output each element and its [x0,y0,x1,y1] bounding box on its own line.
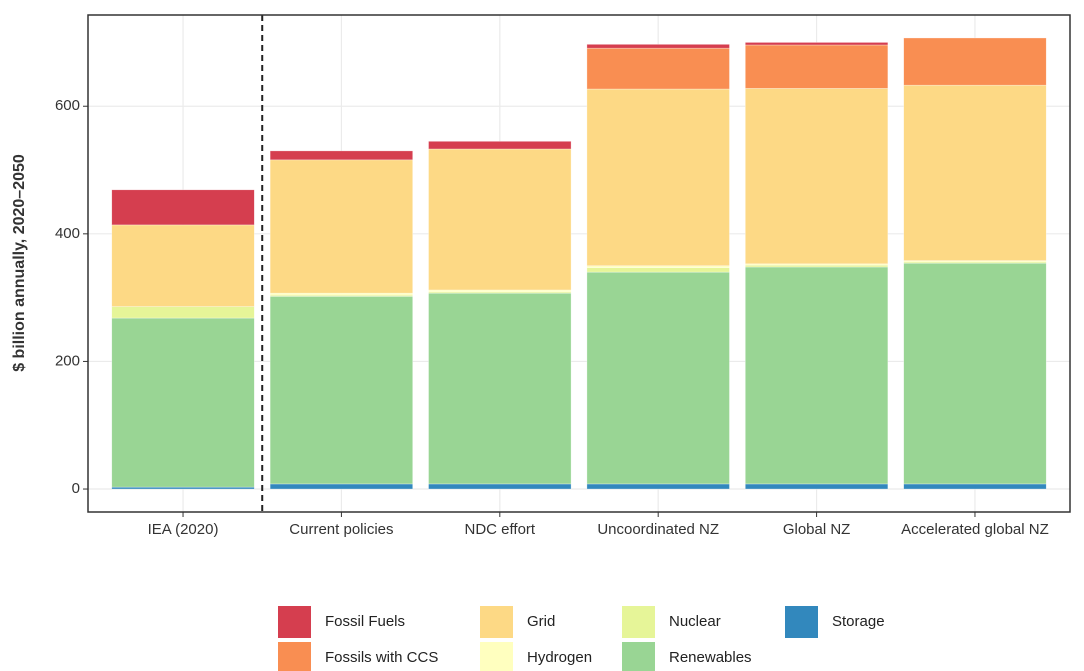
bar-segment [903,37,1047,86]
bar-segment [586,47,730,90]
bar-segment [586,271,730,485]
legend: Fossil Fuels Fossils with CCS Grid Hydrogen… [278,606,885,671]
y-tick-label: 0 [72,480,80,497]
x-tick-label: Accelerated global NZ [901,521,1049,538]
y-tick-label: 600 [55,97,80,114]
x-tick-label: Global NZ [783,521,851,538]
legend-label: Hydrogen [527,649,592,666]
legend-swatch [278,606,311,638]
bar-segment [111,224,255,307]
bar-segment [745,44,889,89]
x-tick-label: Uncoordinated NZ [597,521,719,538]
legend-label: Renewables [669,649,752,666]
bar-segment [586,483,730,490]
y-axis-label: $ billion annually, 2020–2050 [11,154,28,372]
legend-swatch [622,606,655,638]
bar-segment [745,42,889,46]
x-tick-label: IEA (2020) [148,521,219,538]
bar-segment [428,141,572,150]
bar-segment [586,44,730,49]
bar-segment [269,483,413,490]
y-tick-label: 200 [55,352,80,369]
bar-segment [745,483,889,490]
bar-segment [428,483,572,490]
bar-segment [111,306,255,319]
legend-label: Nuclear [669,613,721,630]
bar-segment [428,292,572,485]
bar-segment [586,88,730,267]
x-tick-label: Current policies [289,521,393,538]
bar-segment [745,266,889,485]
y-tick-label: 400 [55,225,80,242]
legend-label: Storage [832,613,885,630]
bar-segment [903,483,1047,490]
bar-segment [745,88,889,265]
legend-label: Grid [527,613,555,630]
legend-swatch [622,642,655,671]
bar-segment [269,150,413,161]
bar-segment [111,317,255,488]
legend-swatch [785,606,818,638]
bar-segment [111,189,255,226]
bar-segment [903,262,1047,485]
legend-label: Fossil Fuels [325,613,405,630]
bar-segment [269,296,413,485]
x-tick-label: NDC effort [465,521,536,538]
legend-swatch [278,642,311,671]
bar-segment [586,267,730,273]
plot-border [87,14,1071,513]
bar-segment [903,84,1047,261]
legend-swatch [480,606,513,638]
legend-label: Fossils with CCS [325,649,438,666]
legend-swatch [480,642,513,671]
bar-segment [428,148,572,291]
bar-segment [269,159,413,294]
